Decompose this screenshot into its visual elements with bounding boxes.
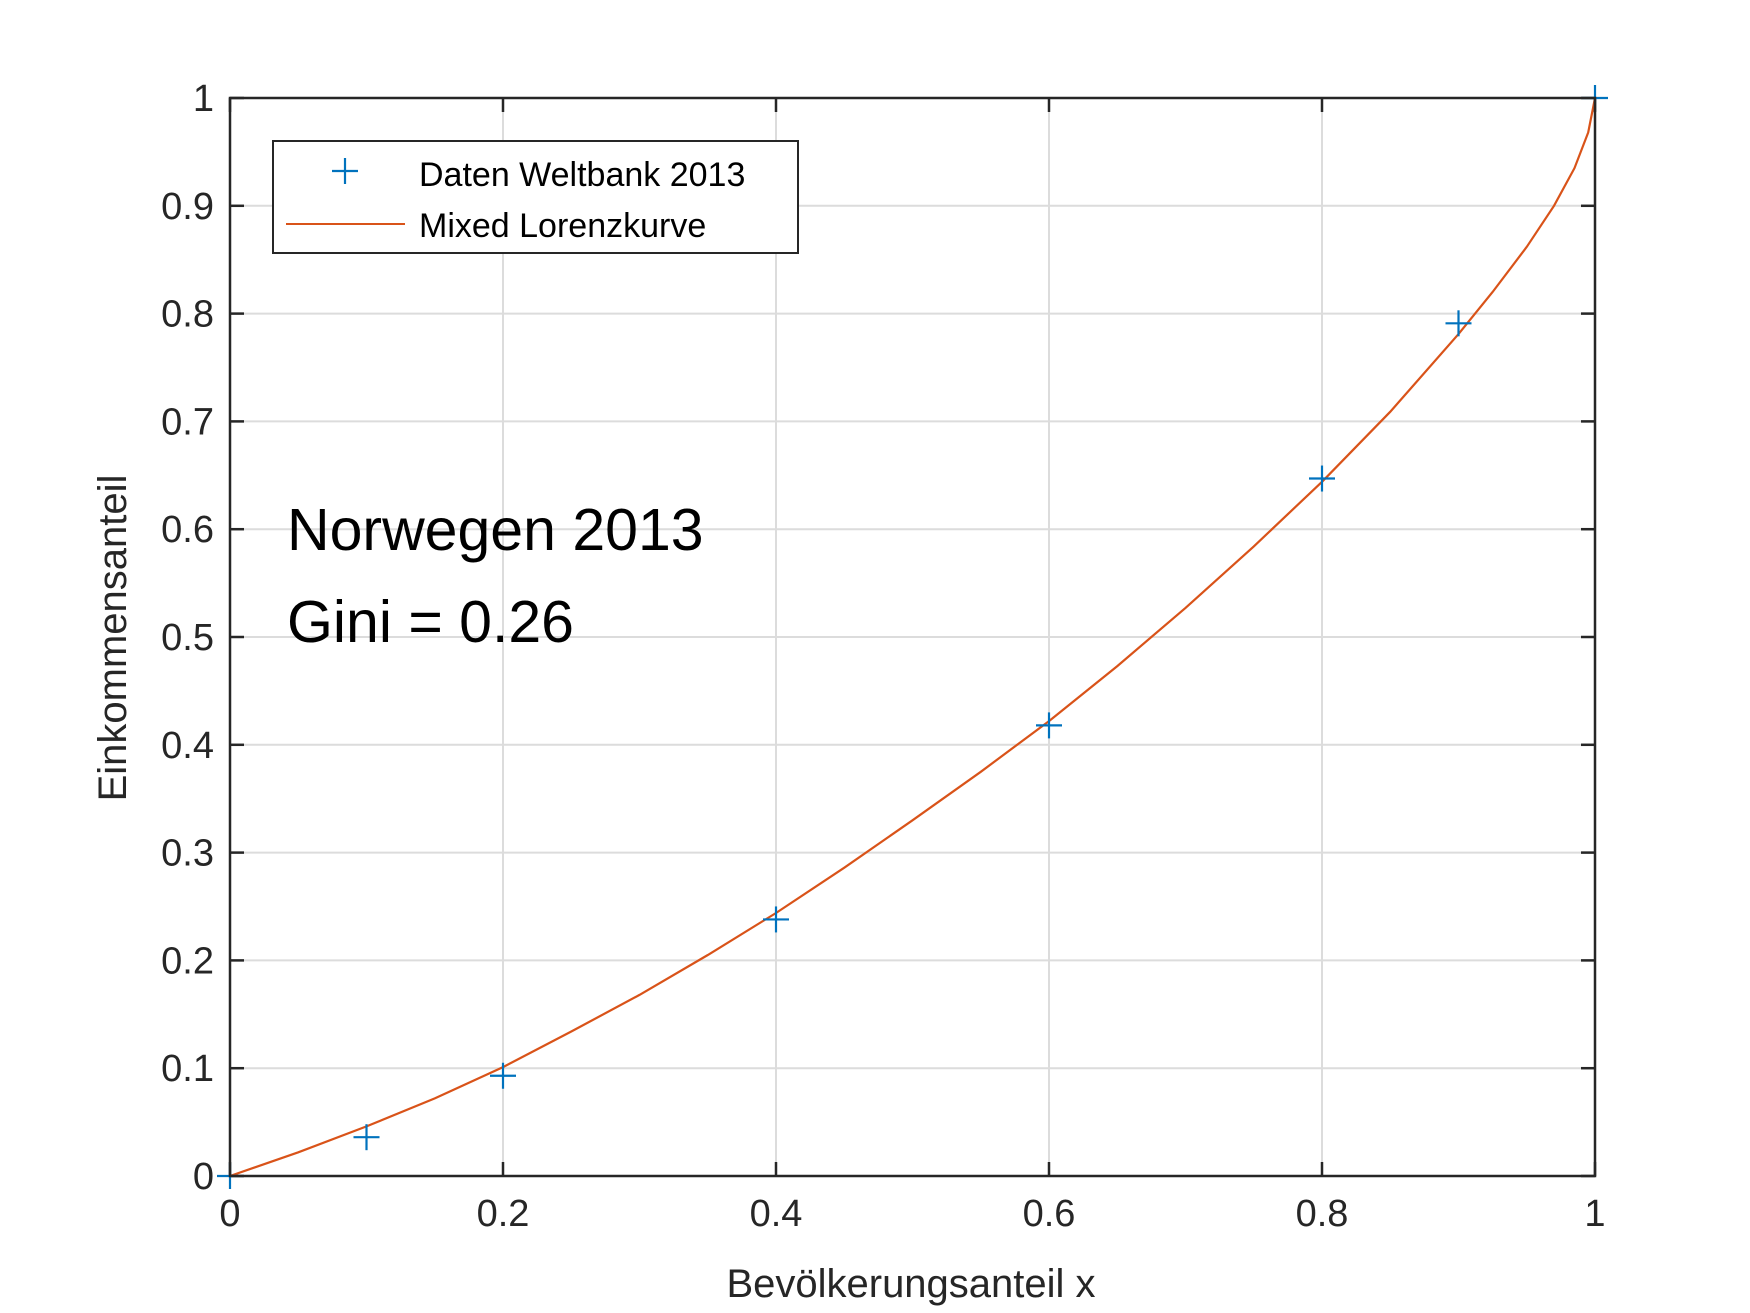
data-point-marker <box>763 906 789 933</box>
y-tick-label: 0.6 <box>161 509 214 551</box>
x-tick-label: 1 <box>1584 1193 1605 1235</box>
legend-box <box>272 140 799 254</box>
data-point-marker <box>1309 465 1335 492</box>
y-tick-label: 1 <box>193 78 214 120</box>
y-tick-label: 0.8 <box>161 294 214 336</box>
legend-marker-plus-icon <box>332 158 358 184</box>
y-tick-label: 0.1 <box>161 1048 214 1090</box>
y-tick-label: 0.2 <box>161 940 214 982</box>
axes-box <box>228 96 1597 1178</box>
y-tick-label: 0 <box>193 1156 214 1198</box>
legend-plus-icon <box>332 158 358 184</box>
legend: Daten Weltbank 2013 Mixed Lorenzkurve <box>272 140 799 254</box>
x-tick-label: 0.4 <box>750 1193 803 1235</box>
x-tick-label: 0.2 <box>477 1193 530 1235</box>
y-axis-label: Einkommensanteil <box>91 475 135 802</box>
grid-lines <box>230 98 1595 1176</box>
data-point-marker <box>353 1124 380 1151</box>
annotation-gini: Gini = 0.26 <box>287 589 574 655</box>
x-tick-label: 0.6 <box>1023 1193 1076 1235</box>
x-tick-label: 0 <box>219 1193 240 1235</box>
y-tick-label: 0.4 <box>161 725 214 767</box>
legend-entry-curve: Mixed Lorenzkurve <box>419 207 706 245</box>
y-tick-label: 0.7 <box>161 401 214 443</box>
x-axis-label: Bevölkerungsanteil x <box>726 1262 1095 1306</box>
annotation-country: Norwegen 2013 <box>287 497 704 563</box>
tick-labels: 0 0.2 0.4 0.6 0.8 1 0 0.1 0.2 0.3 0.4 0.5 0.6 0.7 0.8 0… <box>161 78 1605 1235</box>
data-point-marker <box>1445 310 1472 337</box>
legend-entry-data: Daten Weltbank 2013 <box>419 156 745 194</box>
data-point-marker <box>490 1062 516 1089</box>
data-point-marker <box>1036 712 1062 739</box>
y-tick-label: 0.9 <box>161 186 214 228</box>
x-tick-label: 0.8 <box>1296 1193 1349 1235</box>
y-tick-label: 0.5 <box>161 617 214 659</box>
y-tick-label: 0.3 <box>161 833 214 875</box>
